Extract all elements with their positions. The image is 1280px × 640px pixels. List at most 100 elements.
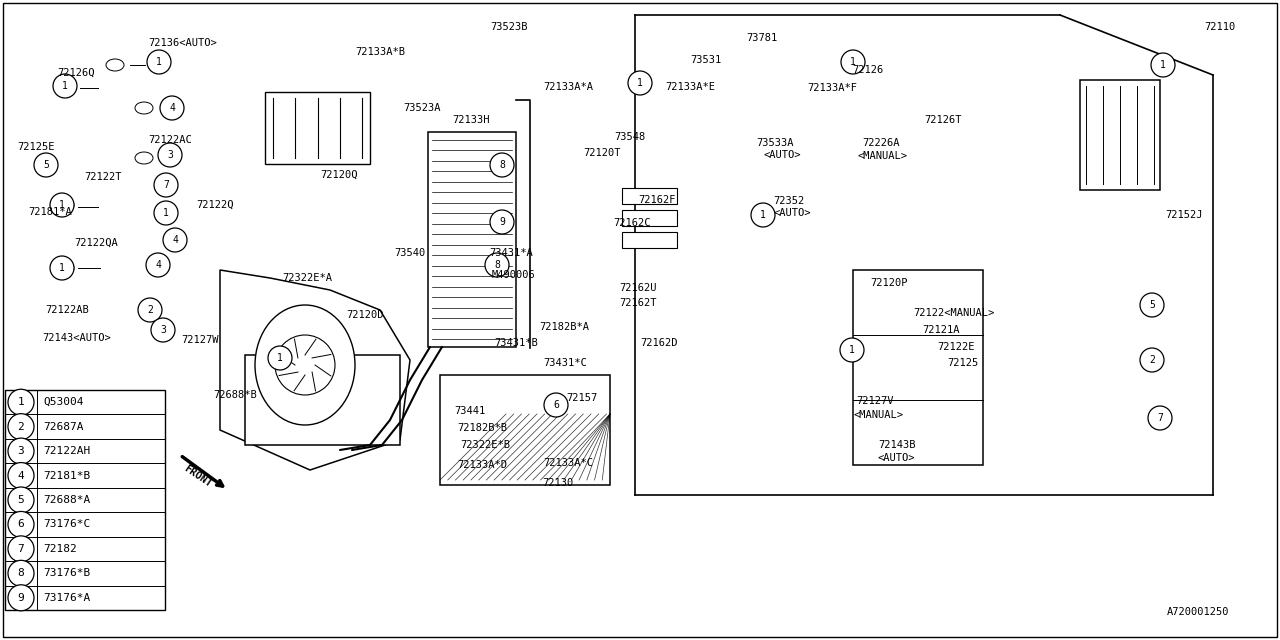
Text: 4: 4	[18, 470, 24, 481]
Circle shape	[52, 74, 77, 98]
Circle shape	[840, 338, 864, 362]
Text: 72162F: 72162F	[637, 195, 676, 205]
Text: 73531: 73531	[690, 55, 721, 65]
Bar	[5, 390, 165, 610]
Polygon shape	[220, 270, 410, 470]
Text: 7: 7	[18, 544, 24, 554]
Circle shape	[8, 561, 35, 586]
Bar	[244, 355, 399, 445]
Text: 6: 6	[18, 520, 24, 529]
Text: 72126Q: 72126Q	[58, 68, 95, 78]
Bar	[852, 270, 983, 465]
Text: 72182: 72182	[44, 544, 77, 554]
Text: 73540: 73540	[394, 248, 425, 258]
Circle shape	[8, 389, 35, 415]
Bar	[440, 375, 611, 485]
Circle shape	[163, 228, 187, 252]
Circle shape	[160, 96, 184, 120]
Text: 1: 1	[1160, 60, 1166, 70]
Circle shape	[628, 71, 652, 95]
Bar	[265, 92, 370, 164]
Text: 8: 8	[18, 568, 24, 579]
Text: 72182B*B: 72182B*B	[457, 423, 507, 433]
Text: <MANUAL>: <MANUAL>	[858, 151, 908, 161]
Circle shape	[490, 153, 515, 177]
Text: 73176*A: 73176*A	[44, 593, 91, 603]
Text: 73548: 73548	[614, 132, 645, 142]
Bar	[622, 232, 677, 248]
Text: 73176*B: 73176*B	[44, 568, 91, 579]
Text: <AUTO>: <AUTO>	[878, 453, 915, 463]
Text: 73523A: 73523A	[403, 103, 440, 113]
Text: 1: 1	[760, 210, 765, 220]
Circle shape	[50, 256, 74, 280]
Text: 1: 1	[61, 81, 68, 91]
Text: 1: 1	[637, 78, 643, 88]
Text: 1: 1	[59, 263, 65, 273]
Text: 7: 7	[163, 180, 169, 190]
Circle shape	[138, 298, 163, 322]
Text: 72688*B: 72688*B	[212, 390, 257, 400]
Text: 72181*B: 72181*B	[44, 470, 91, 481]
Text: A720001250: A720001250	[1167, 607, 1230, 617]
Text: 72127W: 72127W	[180, 335, 219, 345]
Bar	[1080, 80, 1160, 190]
Text: 72120D: 72120D	[346, 310, 384, 320]
Circle shape	[157, 143, 182, 167]
Text: 72162D: 72162D	[640, 338, 677, 348]
Text: 72126: 72126	[852, 65, 883, 75]
Text: 8: 8	[494, 260, 500, 270]
Text: 72162T: 72162T	[620, 298, 657, 308]
Text: 72181*A: 72181*A	[28, 207, 72, 217]
Text: <MANUAL>: <MANUAL>	[852, 410, 902, 420]
Text: 72122QA: 72122QA	[74, 238, 118, 248]
Text: 72352: 72352	[773, 196, 804, 206]
Text: 72121A: 72121A	[922, 325, 960, 335]
Text: 1: 1	[18, 397, 24, 407]
Text: M490006: M490006	[492, 270, 536, 280]
Text: 72157: 72157	[566, 393, 598, 403]
Text: 1: 1	[849, 345, 855, 355]
Text: 72125: 72125	[947, 358, 978, 368]
Text: 73176*C: 73176*C	[44, 520, 91, 529]
Text: 72122E: 72122E	[937, 342, 974, 352]
Text: 72162C: 72162C	[613, 218, 650, 228]
Text: 73441: 73441	[454, 406, 485, 416]
Ellipse shape	[56, 199, 74, 211]
Text: 1: 1	[156, 57, 163, 67]
Text: 73431*C: 73431*C	[543, 358, 586, 368]
Circle shape	[544, 393, 568, 417]
Text: 8: 8	[499, 160, 504, 170]
Text: 73523B: 73523B	[490, 22, 527, 32]
Text: 2: 2	[1149, 355, 1155, 365]
Text: Q53004: Q53004	[44, 397, 83, 407]
Text: 72127V: 72127V	[856, 396, 893, 406]
Text: 7: 7	[1157, 413, 1164, 423]
Text: 72122AC: 72122AC	[148, 135, 192, 145]
Circle shape	[35, 153, 58, 177]
Text: 72322E*A: 72322E*A	[282, 273, 332, 283]
Text: 73533A: 73533A	[756, 138, 794, 148]
Circle shape	[268, 346, 292, 370]
Text: 72688*A: 72688*A	[44, 495, 91, 505]
Circle shape	[146, 253, 170, 277]
Circle shape	[1140, 348, 1164, 372]
Text: 4: 4	[155, 260, 161, 270]
Bar	[428, 132, 516, 347]
Text: FRONT: FRONT	[182, 463, 214, 489]
Bar	[622, 210, 677, 226]
Text: <AUTO>: <AUTO>	[763, 150, 800, 160]
Circle shape	[1140, 293, 1164, 317]
Text: 72120P: 72120P	[870, 278, 908, 288]
Text: 6: 6	[553, 400, 559, 410]
Text: 72126T: 72126T	[924, 115, 961, 125]
Ellipse shape	[151, 262, 169, 274]
Circle shape	[275, 335, 335, 395]
Text: 1: 1	[163, 208, 169, 218]
Ellipse shape	[56, 262, 74, 274]
Text: 3: 3	[168, 150, 173, 160]
Text: 9: 9	[18, 593, 24, 603]
Text: 73781: 73781	[746, 33, 777, 43]
Text: 72110: 72110	[1204, 22, 1235, 32]
Circle shape	[147, 50, 172, 74]
